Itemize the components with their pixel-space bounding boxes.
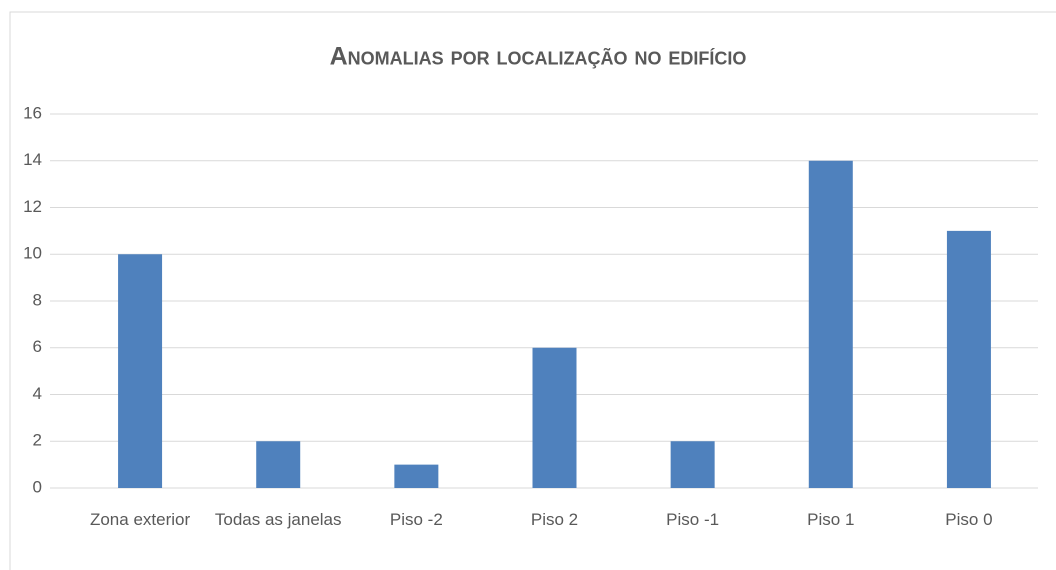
x-tick-label: Piso 0 [945, 510, 993, 529]
x-tick-label: Piso 2 [530, 510, 579, 529]
bar [532, 347, 577, 488]
y-tick-label: 4 [33, 384, 42, 403]
bar [808, 160, 853, 488]
bar [394, 464, 439, 488]
x-tick-label: Piso -2 [389, 510, 443, 529]
chart-frame [9, 11, 1056, 570]
y-tick-label: 14 [23, 150, 42, 169]
x-tick-label: Piso 1 [807, 510, 855, 529]
bar [118, 254, 163, 488]
x-tick-label: Todas as janelas [214, 510, 342, 529]
y-tick-label: 8 [33, 290, 42, 309]
y-tick-label: 2 [33, 431, 42, 450]
y-tick-label: 12 [23, 197, 42, 216]
x-tick-label: Zona exterior [89, 510, 191, 529]
y-tick-label: 16 [23, 103, 42, 122]
chart-title: Anomalias por localização no edifício [330, 43, 747, 71]
bar [256, 441, 301, 488]
bar [670, 441, 715, 488]
bar [946, 230, 991, 488]
y-tick-label: 10 [23, 244, 42, 263]
x-tick-label: Piso -1 [666, 510, 720, 529]
y-tick-label: 6 [33, 337, 42, 356]
y-tick-label: 0 [33, 477, 42, 496]
